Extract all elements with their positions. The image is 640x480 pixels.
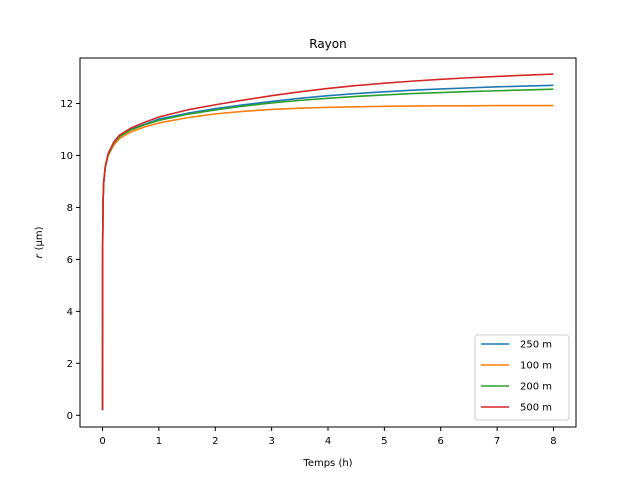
legend-box xyxy=(474,334,570,421)
legend-label-2: 100 m xyxy=(520,361,552,372)
plot-frame xyxy=(79,57,577,428)
y-tick-label: 2 xyxy=(67,359,73,370)
y-tick-label: 8 xyxy=(67,203,73,214)
x-tick-label: 7 xyxy=(494,436,500,447)
x-tick-label: 3 xyxy=(268,436,274,447)
x-tick-label: 5 xyxy=(381,436,387,447)
y-tick-label: 10 xyxy=(60,151,73,162)
y-tick-label: 12 xyxy=(60,99,73,110)
y-axis-title-unit: (μm) xyxy=(34,226,45,250)
chart-title: Rayon xyxy=(309,37,346,51)
series-line-4 xyxy=(101,73,554,411)
legend-label-1: 250 m xyxy=(520,340,552,351)
legend-label-4: 500 m xyxy=(520,403,552,414)
y-axis-title: r (μm) xyxy=(34,226,45,258)
y-tick-label: 4 xyxy=(67,307,73,318)
x-tick-label: 6 xyxy=(438,436,444,447)
x-tick-label: 2 xyxy=(212,436,218,447)
legend-label-3: 200 m xyxy=(520,382,552,393)
x-tick-label: 8 xyxy=(550,436,556,447)
y-axis-title-var: r xyxy=(34,254,45,259)
y-tick-label: 0 xyxy=(67,411,73,422)
x-tick-label: 0 xyxy=(99,436,105,447)
x-tick-label: 4 xyxy=(325,436,331,447)
series-lines xyxy=(101,73,554,411)
legend: 250 m 100 m 200 m 500 m xyxy=(474,334,570,421)
x-axis-title: Temps (h) xyxy=(302,458,352,469)
y-tick-label: 6 xyxy=(67,255,73,266)
x-tick-label: 1 xyxy=(156,436,162,447)
